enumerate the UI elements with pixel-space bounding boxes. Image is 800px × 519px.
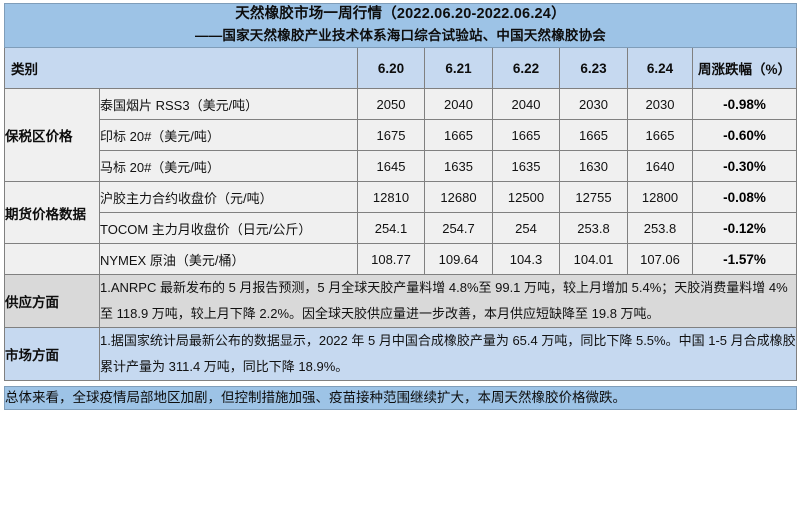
cell-weekly-change: -0.60% (692, 119, 797, 151)
cell-value: 2050 (357, 88, 425, 120)
cell-value: 12810 (357, 181, 425, 213)
cell-value: 1665 (559, 119, 628, 151)
note-row-market: 市场方面 1.据国家统计局最新公布的数据显示，2022 年 5 月中国合成橡胶产… (4, 327, 797, 381)
table-row: 期货价格数据 沪胶主力合约收盘价（元/吨） 12810 12680 12500 … (4, 181, 797, 244)
cell-value: 1665 (424, 119, 493, 151)
cell-value: 12500 (492, 181, 560, 213)
note-text-market: 1.据国家统计局最新公布的数据显示，2022 年 5 月中国合成橡胶产量为 65… (99, 327, 797, 381)
note-row-supply: 供应方面 1.ANRPC 最新发布的 5 月报告预测，5 月全球天胶产量料增 4… (4, 274, 797, 328)
cell-value: 1675 (357, 119, 425, 151)
spacer-row (4, 380, 797, 387)
table-row: 马标 20#（美元/吨） 1645 1635 1635 1630 1640 -0… (5, 150, 797, 182)
report-title-cell: 天然橡胶市场一周行情（2022.06.20-2022.06.24） ――国家天然… (4, 3, 797, 48)
cell-value: 254.1 (357, 212, 425, 244)
cell-value: 254.7 (424, 212, 493, 244)
cell-weekly-change: -0.98% (692, 88, 797, 120)
cell-value: 1665 (627, 119, 693, 151)
header-date-1: 6.21 (424, 47, 493, 89)
cell-value: 1635 (492, 150, 560, 182)
header-date-3: 6.23 (559, 47, 628, 89)
summary-row: 总体来看，全球疫情局部地区加剧，但控制措施加强、疫苗接种范围继续扩大，本周天然橡… (4, 386, 797, 410)
table-row: TOCOM 主力月收盘价（日元/公斤） 254.1 254.7 254 253.… (5, 212, 797, 244)
cell-weekly-change: -0.08% (692, 181, 797, 213)
market-report-table: 天然橡胶市场一周行情（2022.06.20-2022.06.24） ――国家天然… (4, 3, 797, 410)
table-row: 保税区价格 泰国烟片 RSS3（美元/吨） 2050 2040 2040 203… (4, 88, 797, 182)
table-row: 印标 20#（美元/吨） 1675 1665 1665 1665 1665 -0… (5, 119, 797, 151)
cell-weekly-change: -1.57% (692, 243, 797, 275)
spacer-cell (4, 380, 797, 387)
group-label-empty (4, 243, 100, 275)
header-date-4: 6.24 (627, 47, 693, 89)
note-text-supply: 1.ANRPC 最新发布的 5 月报告预测，5 月全球天胶产量料增 4.8%至 … (99, 274, 797, 328)
cell-value: 254 (492, 212, 560, 244)
group-label-futures-price: 期货价格数据 (4, 181, 100, 244)
cell-value: 12755 (559, 181, 628, 213)
report-title-primary: 天然橡胶市场一周行情（2022.06.20-2022.06.24） (235, 6, 566, 22)
cell-value: 104.3 (492, 243, 560, 275)
item-name: 沪胶主力合约收盘价（元/吨） (99, 181, 358, 213)
item-name: 马标 20#（美元/吨） (99, 150, 358, 182)
cell-value: 1635 (424, 150, 493, 182)
cell-value: 108.77 (357, 243, 425, 275)
table-row: NYMEX 原油（美元/桶） 108.77 109.64 104.3 104.0… (4, 243, 797, 275)
cell-value: 109.64 (424, 243, 493, 275)
report-title-secondary: ――国家天然橡胶产业技术体系海口综合试验站、中国天然橡胶协会 (195, 28, 606, 43)
item-name: TOCOM 主力月收盘价（日元/公斤） (99, 212, 358, 244)
cell-value: 253.8 (627, 212, 693, 244)
cell-value: 104.01 (559, 243, 628, 275)
cell-value: 12800 (627, 181, 693, 213)
header-date-0: 6.20 (357, 47, 425, 89)
title-row: 天然橡胶市场一周行情（2022.06.20-2022.06.24） ――国家天然… (4, 3, 797, 48)
item-name: NYMEX 原油（美元/桶） (99, 243, 358, 275)
note-label-market: 市场方面 (4, 327, 100, 381)
cell-value: 1640 (627, 150, 693, 182)
cell-value: 1645 (357, 150, 425, 182)
group-label-bonded-zone: 保税区价格 (4, 88, 100, 182)
cell-value: 2040 (424, 88, 493, 120)
cell-weekly-change: -0.30% (692, 150, 797, 182)
cell-value: 2030 (559, 88, 628, 120)
cell-value: 2030 (627, 88, 693, 120)
cell-value: 12680 (424, 181, 493, 213)
summary-text: 总体来看，全球疫情局部地区加剧，但控制措施加强、疫苗接种范围继续扩大，本周天然橡… (4, 386, 797, 410)
cell-value: 253.8 (559, 212, 628, 244)
note-label-supply: 供应方面 (4, 274, 100, 328)
header-category: 类别 (4, 47, 358, 89)
item-name: 印标 20#（美元/吨） (99, 119, 358, 151)
cell-value: 2040 (492, 88, 560, 120)
header-date-2: 6.22 (492, 47, 560, 89)
item-name: 泰国烟片 RSS3（美元/吨） (99, 88, 358, 120)
header-weekly-change: 周涨跌幅（%） (692, 47, 797, 89)
cell-value: 1630 (559, 150, 628, 182)
cell-value: 107.06 (627, 243, 693, 275)
cell-weekly-change: -0.12% (692, 212, 797, 244)
cell-value: 1665 (492, 119, 560, 151)
column-header-row: 类别 6.20 6.21 6.22 6.23 6.24 周涨跌幅（%） (4, 47, 797, 89)
